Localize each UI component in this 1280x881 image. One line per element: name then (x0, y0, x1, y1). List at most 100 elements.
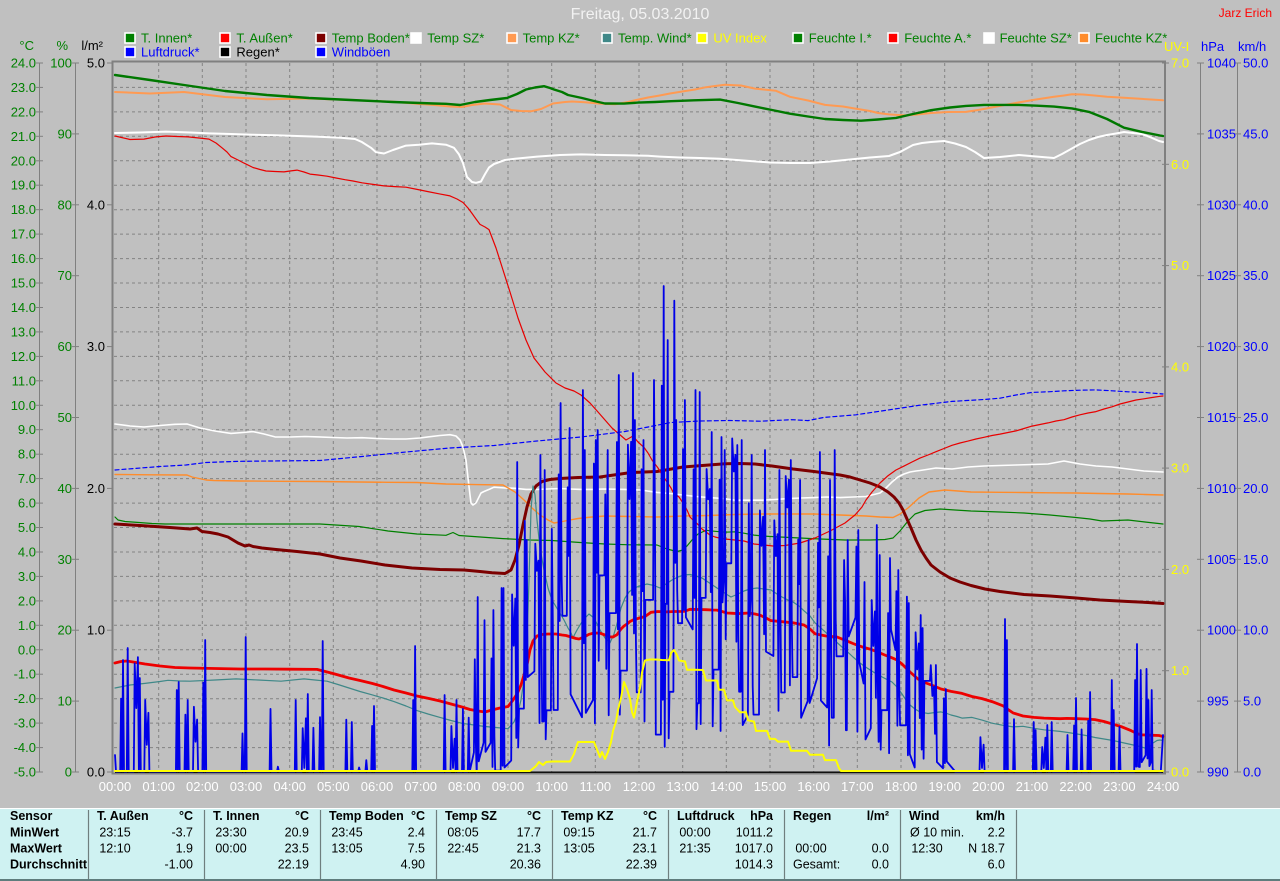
svg-text:22.19: 22.19 (278, 858, 309, 872)
svg-text:23.5: 23.5 (285, 842, 309, 856)
svg-text:20: 20 (58, 623, 72, 638)
svg-text:40: 40 (58, 481, 72, 496)
svg-text:10: 10 (58, 694, 72, 709)
svg-text:-2.0: -2.0 (14, 691, 36, 706)
svg-text:MinWert: MinWert (10, 826, 60, 840)
svg-text:1010: 1010 (1207, 481, 1236, 496)
svg-text:23:15: 23:15 (99, 826, 130, 840)
svg-text:2.0: 2.0 (87, 481, 105, 496)
svg-text:20.9: 20.9 (285, 826, 309, 840)
svg-text:990: 990 (1207, 765, 1229, 780)
svg-text:9.0: 9.0 (18, 422, 36, 437)
svg-text:5.0: 5.0 (1243, 694, 1261, 709)
svg-text:23.0: 23.0 (11, 80, 36, 95)
svg-text:km/h: km/h (1238, 39, 1266, 54)
svg-text:Sensor: Sensor (10, 809, 53, 823)
svg-text:06:00: 06:00 (361, 779, 394, 794)
svg-text:10.0: 10.0 (1243, 623, 1268, 638)
svg-text:08:05: 08:05 (447, 826, 478, 840)
svg-text:1000: 1000 (1207, 623, 1236, 638)
svg-text:23:30: 23:30 (215, 826, 246, 840)
svg-text:°C: °C (295, 809, 309, 823)
svg-text:4.0: 4.0 (18, 544, 36, 559)
svg-text:Feuchte I.*: Feuchte I.* (809, 31, 872, 46)
svg-text:22.39: 22.39 (626, 858, 657, 872)
svg-text:09:00: 09:00 (492, 779, 525, 794)
svg-text:1.0: 1.0 (87, 623, 105, 638)
svg-text:7.0: 7.0 (18, 471, 36, 486)
svg-text:0: 0 (65, 765, 72, 780)
svg-text:18.0: 18.0 (11, 202, 36, 217)
svg-text:0.0: 0.0 (1243, 765, 1261, 780)
svg-text:1035: 1035 (1207, 126, 1236, 141)
svg-text:21.7: 21.7 (633, 826, 657, 840)
svg-text:°C: °C (19, 38, 34, 53)
svg-text:Feuchte KZ*: Feuchte KZ* (1095, 31, 1167, 46)
svg-text:16:00: 16:00 (797, 779, 830, 794)
svg-text:45.0: 45.0 (1243, 126, 1268, 141)
svg-text:05:00: 05:00 (317, 779, 350, 794)
svg-text:00:00: 00:00 (679, 826, 710, 840)
svg-text:MaxWert: MaxWert (10, 842, 63, 856)
svg-text:5.0: 5.0 (1171, 258, 1189, 273)
svg-text:70: 70 (58, 268, 72, 283)
svg-text:995: 995 (1207, 694, 1229, 709)
svg-text:40.0: 40.0 (1243, 197, 1268, 212)
svg-text:Temp SZ*: Temp SZ* (427, 31, 484, 46)
svg-text:24:00: 24:00 (1147, 779, 1180, 794)
svg-text:Windböen: Windböen (332, 45, 391, 60)
svg-text:Freitag, 05.03.2010: Freitag, 05.03.2010 (571, 6, 710, 23)
svg-text:Temp Boden*: Temp Boden* (332, 31, 410, 46)
svg-text:0.0: 0.0 (872, 842, 889, 856)
svg-text:1.9: 1.9 (176, 842, 193, 856)
svg-text:2.0: 2.0 (18, 593, 36, 608)
svg-text:hPa: hPa (750, 809, 774, 823)
svg-text:Wind: Wind (909, 809, 939, 823)
svg-text:8.0: 8.0 (18, 447, 36, 462)
svg-text:°C: °C (411, 809, 425, 823)
svg-text:-1.00: -1.00 (165, 858, 194, 872)
svg-text:1015: 1015 (1207, 410, 1236, 425)
svg-text:5.0: 5.0 (87, 56, 105, 71)
svg-text:2.0: 2.0 (1171, 562, 1189, 577)
svg-text:T. Außen*: T. Außen* (236, 31, 292, 46)
svg-text:T. Innen*: T. Innen* (141, 31, 192, 46)
svg-text:08:00: 08:00 (448, 779, 481, 794)
svg-text:14.0: 14.0 (11, 300, 36, 315)
svg-text:l/m²: l/m² (867, 809, 889, 823)
svg-text:01:00: 01:00 (142, 779, 175, 794)
svg-text:%: % (56, 38, 68, 53)
svg-text:4.0: 4.0 (1171, 359, 1189, 374)
svg-text:24.0: 24.0 (11, 56, 36, 71)
svg-text:17.0: 17.0 (11, 227, 36, 242)
svg-text:23:45: 23:45 (331, 826, 362, 840)
svg-text:Luftdruck: Luftdruck (677, 809, 735, 823)
svg-text:20.0: 20.0 (11, 153, 36, 168)
svg-text:Jarz Erich: Jarz Erich (1219, 6, 1272, 20)
svg-text:21.3: 21.3 (517, 842, 541, 856)
svg-text:25.0: 25.0 (1243, 410, 1268, 425)
svg-text:23.1: 23.1 (633, 842, 657, 856)
svg-text:T. Innen: T. Innen (213, 809, 260, 823)
svg-text:UV-I: UV-I (1164, 39, 1189, 54)
svg-text:1025: 1025 (1207, 268, 1236, 283)
svg-text:60: 60 (58, 339, 72, 354)
svg-text:6.0: 6.0 (1171, 157, 1189, 172)
svg-text:4.90: 4.90 (401, 858, 425, 872)
svg-text:1.0: 1.0 (18, 618, 36, 633)
svg-text:16.0: 16.0 (11, 251, 36, 266)
svg-text:1014.3: 1014.3 (735, 858, 773, 872)
svg-text:2.4: 2.4 (408, 826, 425, 840)
svg-text:3.0: 3.0 (87, 339, 105, 354)
svg-text:°C: °C (527, 809, 541, 823)
svg-text:0.0: 0.0 (18, 642, 36, 657)
svg-text:12:10: 12:10 (99, 842, 130, 856)
svg-text:Temp. Wind*: Temp. Wind* (618, 31, 692, 46)
svg-text:17.7: 17.7 (517, 826, 541, 840)
svg-text:13:05: 13:05 (331, 842, 362, 856)
svg-text:04:00: 04:00 (273, 779, 306, 794)
svg-text:11.0: 11.0 (12, 373, 36, 388)
svg-text:35.0: 35.0 (1243, 268, 1268, 283)
svg-text:1.0: 1.0 (1171, 663, 1189, 678)
svg-text:19.0: 19.0 (11, 178, 36, 193)
